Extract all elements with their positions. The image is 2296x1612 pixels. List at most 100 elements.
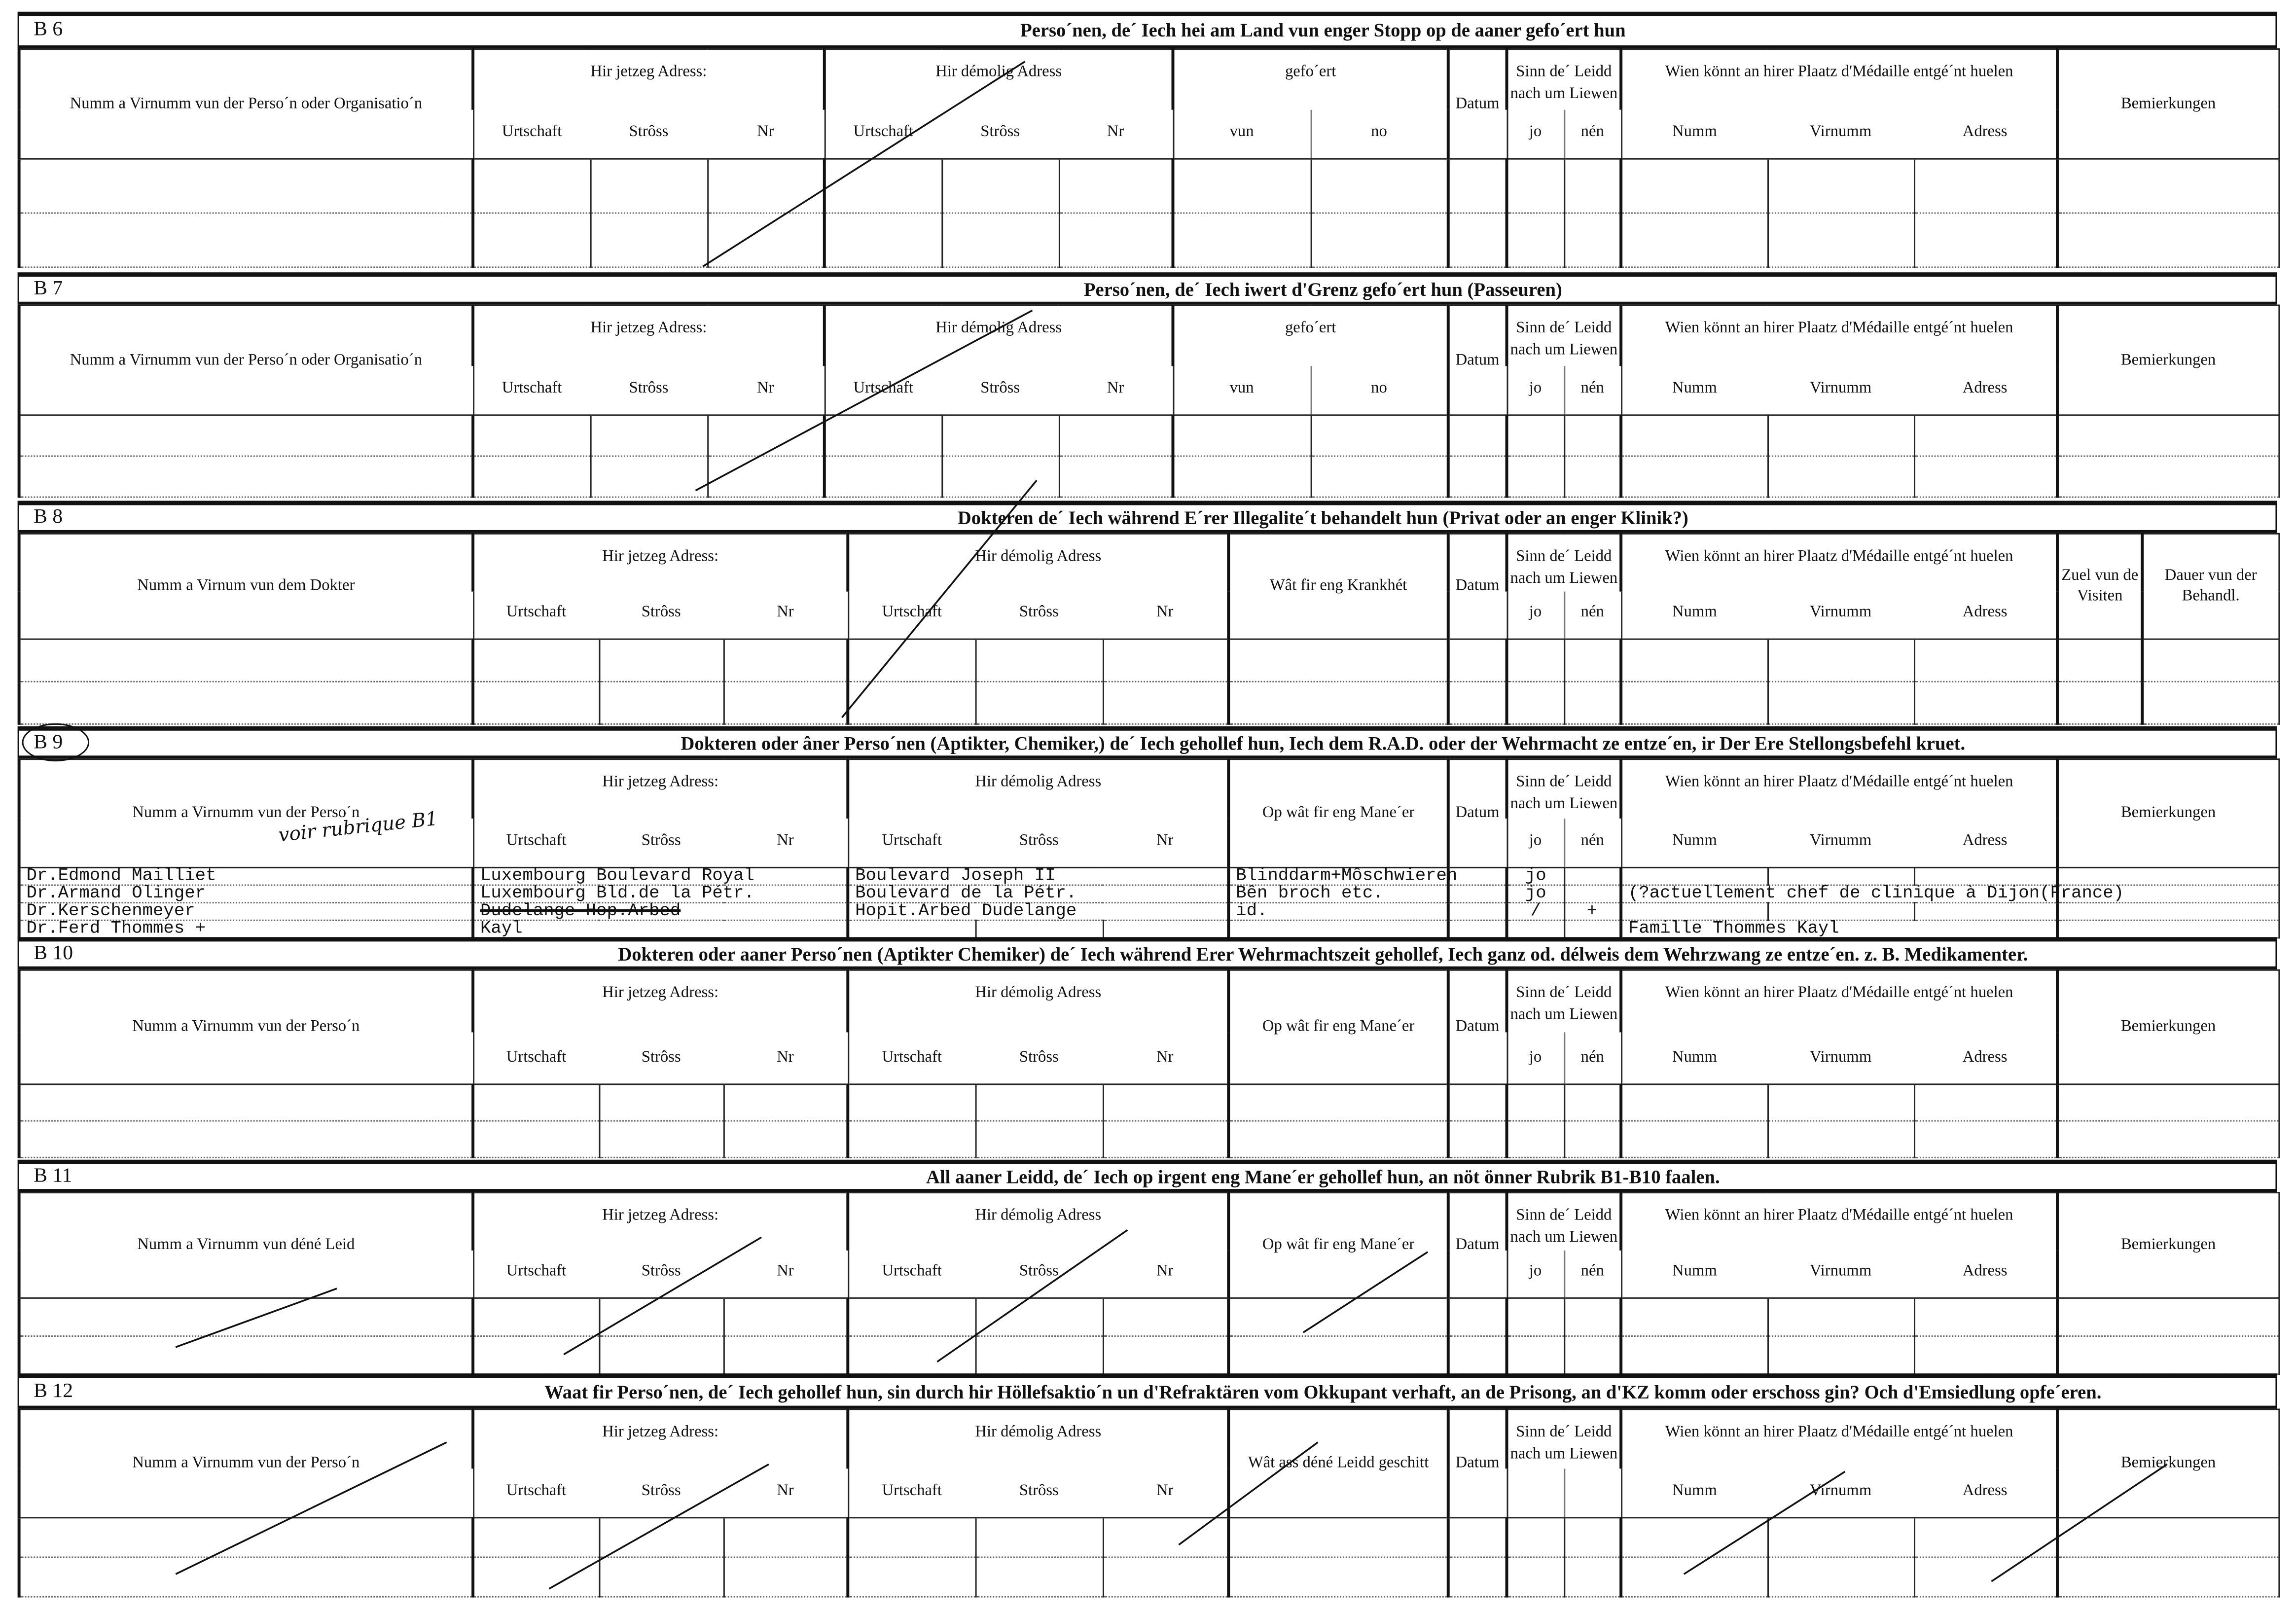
- table-cell[interactable]: [2056, 1335, 2280, 1375]
- table-cell[interactable]: [846, 1335, 976, 1375]
- table-cell[interactable]: [1505, 1556, 1565, 1598]
- table-cell[interactable]: [1446, 919, 1508, 939]
- table-cell[interactable]: [1619, 455, 1768, 498]
- table-cell[interactable]: jo: [1505, 866, 1565, 886]
- table-cell[interactable]: Kayl: [471, 919, 849, 939]
- table-cell[interactable]: Dr.Armand Olinger: [17, 884, 474, 904]
- table-cell[interactable]: [1563, 1120, 1622, 1158]
- table-cell[interactable]: [1310, 414, 1449, 457]
- table-cell[interactable]: [1913, 414, 2058, 457]
- table-cell[interactable]: [598, 1297, 724, 1337]
- table-cell[interactable]: [1766, 212, 1915, 268]
- table-cell[interactable]: [1766, 1297, 1915, 1337]
- table-cell[interactable]: [1913, 1297, 2058, 1337]
- table-cell[interactable]: [974, 681, 1104, 725]
- table-cell[interactable]: [2056, 1120, 2280, 1158]
- table-cell[interactable]: [706, 414, 825, 457]
- table-cell[interactable]: [1058, 455, 1174, 498]
- table-cell[interactable]: [17, 1556, 474, 1598]
- table-cell[interactable]: [1563, 158, 1622, 214]
- table-cell[interactable]: [722, 1083, 849, 1122]
- table-cell[interactable]: [1102, 638, 1229, 682]
- table-cell[interactable]: [1913, 1556, 2058, 1598]
- table-cell[interactable]: [2056, 1556, 2280, 1598]
- table-cell[interactable]: [471, 1517, 600, 1558]
- table-cell[interactable]: [706, 455, 825, 498]
- table-cell[interactable]: [974, 1517, 1104, 1558]
- table-cell[interactable]: [1563, 1335, 1622, 1375]
- table-cell[interactable]: [1446, 902, 1508, 921]
- table-cell[interactable]: [1619, 1335, 1768, 1375]
- table-cell[interactable]: [471, 1297, 600, 1337]
- table-cell[interactable]: [1446, 1517, 1508, 1558]
- table-cell[interactable]: [1171, 212, 1312, 268]
- table-cell[interactable]: [1227, 1335, 1449, 1375]
- table-cell[interactable]: [1227, 638, 1449, 682]
- table-cell[interactable]: [940, 414, 1060, 457]
- table-cell[interactable]: [1505, 1517, 1565, 1558]
- table-cell[interactable]: [2056, 1297, 2280, 1337]
- table-cell[interactable]: [1102, 1297, 1229, 1337]
- table-cell[interactable]: [1766, 414, 1915, 457]
- table-cell[interactable]: [598, 638, 724, 682]
- table-cell[interactable]: [1619, 212, 1768, 268]
- table-cell[interactable]: [1913, 638, 2058, 682]
- table-cell[interactable]: [1913, 455, 2058, 498]
- table-cell[interactable]: [17, 1297, 474, 1337]
- table-cell[interactable]: [1766, 158, 1915, 214]
- table-cell[interactable]: [1563, 866, 1622, 886]
- table-cell[interactable]: [1446, 212, 1508, 268]
- table-cell[interactable]: [1563, 1083, 1622, 1122]
- table-cell[interactable]: [1913, 158, 2058, 214]
- table-cell[interactable]: [589, 158, 708, 214]
- table-cell[interactable]: [471, 212, 591, 268]
- table-cell[interactable]: [471, 638, 600, 682]
- table-cell[interactable]: [846, 919, 976, 939]
- table-cell[interactable]: [1446, 455, 1508, 498]
- table-cell[interactable]: [1227, 1556, 1449, 1598]
- table-cell[interactable]: Dr.Kerschenmeyer: [17, 902, 474, 921]
- table-cell[interactable]: [471, 681, 600, 725]
- table-cell[interactable]: id.: [1227, 902, 1449, 921]
- table-cell[interactable]: Dr.Ferd Thommes +: [17, 919, 474, 939]
- table-cell[interactable]: [1766, 1556, 1915, 1598]
- table-cell[interactable]: [1619, 1120, 1768, 1158]
- table-cell[interactable]: [1446, 884, 1508, 904]
- table-cell[interactable]: [471, 455, 591, 498]
- table-cell[interactable]: [1446, 1120, 1508, 1158]
- table-cell[interactable]: [1563, 1297, 1622, 1337]
- table-cell[interactable]: jo: [1505, 884, 1565, 904]
- table-cell[interactable]: [846, 1556, 976, 1598]
- table-cell[interactable]: [1913, 1517, 2058, 1558]
- table-cell[interactable]: [1505, 638, 1565, 682]
- table-cell[interactable]: [2056, 638, 2143, 682]
- table-cell[interactable]: [598, 681, 724, 725]
- table-cell[interactable]: [1563, 455, 1622, 498]
- table-cell[interactable]: [1619, 1083, 1768, 1122]
- table-cell[interactable]: [1563, 884, 1622, 904]
- table-cell[interactable]: [1446, 158, 1508, 214]
- table-cell[interactable]: Famille Thommes Kayl: [1619, 919, 2058, 939]
- table-cell[interactable]: [1563, 1556, 1622, 1598]
- table-cell[interactable]: [1913, 212, 2058, 268]
- table-cell[interactable]: [1619, 158, 1768, 214]
- table-cell[interactable]: [1102, 1517, 1229, 1558]
- table-cell[interactable]: [1505, 414, 1565, 457]
- table-cell[interactable]: [940, 212, 1060, 268]
- table-cell[interactable]: [940, 158, 1060, 214]
- table-cell[interactable]: [598, 1517, 724, 1558]
- table-cell[interactable]: [722, 638, 849, 682]
- table-cell[interactable]: [471, 414, 591, 457]
- table-cell[interactable]: [1505, 1120, 1565, 1158]
- table-cell[interactable]: [1446, 638, 1508, 682]
- table-cell[interactable]: [823, 212, 942, 268]
- table-cell[interactable]: (?actuellement chef de clinique à Dijon(…: [1619, 884, 2124, 904]
- table-cell[interactable]: [598, 1083, 724, 1122]
- table-cell[interactable]: [17, 1083, 474, 1122]
- table-cell[interactable]: [974, 1120, 1104, 1158]
- table-cell[interactable]: [2056, 919, 2280, 939]
- table-cell[interactable]: [974, 1297, 1104, 1337]
- table-cell[interactable]: [1563, 681, 1622, 725]
- table-cell[interactable]: [1563, 212, 1622, 268]
- table-cell[interactable]: [846, 1120, 976, 1158]
